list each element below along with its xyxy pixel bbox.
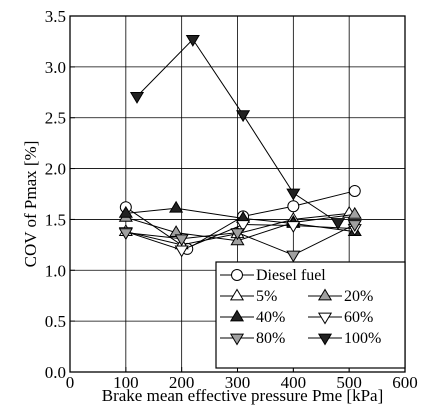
x-tick-label: 200 — [169, 373, 195, 392]
data-point-diesel-fuel — [348, 184, 361, 197]
data-point-40pct — [169, 200, 184, 213]
legend-marker-40pct — [229, 309, 245, 322]
series-80pct — [118, 220, 362, 263]
legend: Diesel fuel 5% 20% 40% 60% 80% 100% — [215, 261, 406, 369]
legend-label: 100% — [344, 330, 381, 347]
legend-label: 80% — [256, 330, 285, 347]
legend-label: Diesel fuel — [256, 267, 326, 284]
y-tick-label: 0.0 — [45, 363, 66, 382]
y-tick-label: 0.5 — [45, 312, 66, 331]
y-tick-label: 2.0 — [45, 160, 66, 179]
series-diesel-fuel — [119, 184, 361, 255]
data-point-80pct — [118, 228, 133, 241]
data-point-100pct — [129, 91, 145, 104]
y-axis-title: COV of Pmax [%] — [21, 141, 40, 268]
series-100pct — [129, 34, 346, 230]
data-point-60pct — [286, 221, 301, 234]
legend-item-80pct: 80% — [220, 330, 285, 347]
x-tick-label: 500 — [336, 373, 362, 392]
legend-marker-20pct — [317, 288, 333, 301]
legend-item-60pct: 60% — [308, 309, 373, 326]
data-point-40pct — [118, 205, 133, 218]
data-point-100pct — [286, 188, 301, 201]
data-point-80pct — [347, 220, 362, 232]
data-point-20pct — [347, 206, 362, 219]
legend-marker-diesel-fuel — [231, 269, 243, 281]
legend-item-20pct: 20% — [308, 288, 373, 305]
y-tick-label: 1.0 — [45, 261, 66, 280]
y-tick-label: 1.5 — [45, 210, 66, 229]
y-tick-label: 3.5 — [45, 7, 66, 26]
legend-item-40pct: 40% — [220, 309, 285, 326]
series-layer — [118, 34, 362, 263]
legend-label: 5% — [256, 288, 277, 305]
data-point-80pct — [174, 234, 189, 247]
x-tick-label: 400 — [281, 373, 307, 392]
legend-marker-5pct — [229, 288, 245, 301]
legend-item-diesel-fuel: Diesel fuel — [220, 267, 326, 284]
data-point-100pct — [185, 34, 200, 47]
data-point-80pct — [230, 228, 245, 241]
legend-item-100pct: 100% — [308, 330, 381, 347]
y-tick-label: 2.5 — [45, 109, 66, 128]
x-axis-title: Brake mean effective pressure Pme [kPa] — [102, 386, 384, 405]
legend-item-5pct: 5% — [220, 288, 277, 305]
legend-marker-80pct — [229, 333, 245, 346]
data-point-100pct — [330, 218, 346, 230]
data-point-diesel-fuel — [287, 200, 300, 213]
legend-label: 20% — [344, 288, 373, 305]
tick-layer: 0 100 200 300 400 500 600 0.0 0.5 1.0 1.5 2.0 2.5 3.0… — [45, 7, 418, 392]
y-tick-label: 3.0 — [45, 58, 66, 77]
legend-label: 40% — [256, 309, 285, 326]
x-tick-label: 0 — [66, 373, 75, 392]
x-tick-label: 100 — [113, 373, 139, 392]
data-point-80pct — [286, 250, 301, 263]
x-tick-label: 300 — [225, 373, 251, 392]
legend-label: 60% — [344, 309, 373, 326]
legend-marker-100pct — [317, 333, 333, 346]
legend-box — [215, 261, 406, 369]
x-tick-label: 600 — [392, 373, 418, 392]
data-point-100pct — [236, 110, 251, 123]
data-point-60pct — [236, 220, 251, 232]
legend-marker-60pct — [317, 312, 333, 325]
